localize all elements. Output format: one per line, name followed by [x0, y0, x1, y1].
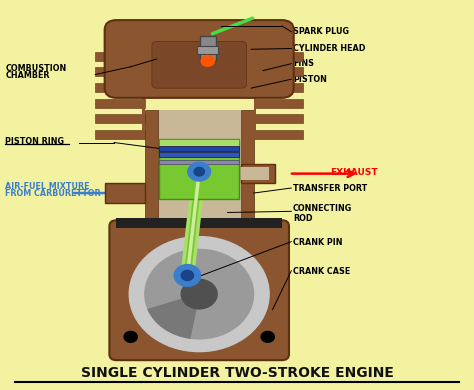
Bar [95, 129, 145, 139]
Bar [241, 110, 254, 218]
Bar [254, 45, 256, 139]
Bar [159, 160, 239, 163]
Text: CYLINDER HEAD: CYLINDER HEAD [293, 44, 365, 53]
Text: FROM CARBURETTOR: FROM CARBURETTOR [5, 188, 101, 198]
Circle shape [201, 55, 214, 66]
Text: TRANSFER PORT: TRANSFER PORT [293, 184, 367, 193]
Text: AIR-FUEL MIXTURE: AIR-FUEL MIXTURE [5, 182, 90, 191]
Bar [254, 99, 303, 108]
Circle shape [188, 162, 210, 181]
Text: PISTON: PISTON [293, 75, 327, 84]
Text: SPARK PLUG: SPARK PLUG [293, 27, 349, 36]
Bar [200, 35, 216, 61]
Bar [159, 145, 239, 151]
Bar [145, 110, 157, 218]
Wedge shape [148, 294, 199, 338]
Text: CRANK PIN: CRANK PIN [293, 238, 342, 247]
Bar [95, 67, 145, 76]
FancyBboxPatch shape [109, 220, 289, 360]
Bar [159, 139, 239, 199]
Text: PISTON RING: PISTON RING [5, 137, 64, 146]
Bar [254, 52, 303, 61]
Bar [95, 52, 145, 61]
Text: CONNECTING
ROD: CONNECTING ROD [293, 204, 352, 223]
Bar [95, 114, 145, 123]
Bar [241, 164, 275, 183]
Circle shape [145, 250, 254, 339]
Circle shape [181, 279, 217, 309]
Text: EXHAUST: EXHAUST [330, 168, 378, 177]
Bar [159, 139, 239, 148]
Bar [254, 129, 303, 139]
Bar [95, 99, 145, 108]
Text: CHAMBER: CHAMBER [5, 71, 50, 80]
Circle shape [194, 167, 204, 176]
Bar [117, 218, 282, 228]
Bar [143, 45, 145, 139]
Bar [159, 152, 239, 157]
Bar [254, 114, 303, 123]
Text: SINGLE CYLINDER TWO-STROKE ENGINE: SINGLE CYLINDER TWO-STROKE ENGINE [81, 366, 393, 380]
Bar [254, 83, 303, 92]
Bar [241, 167, 269, 180]
Circle shape [129, 237, 269, 352]
Bar [157, 110, 241, 218]
Bar [197, 46, 218, 54]
Text: CRANK CASE: CRANK CASE [293, 268, 350, 277]
Bar [254, 67, 303, 76]
Circle shape [181, 270, 193, 280]
Text: COMBUSTION: COMBUSTION [5, 64, 67, 73]
Circle shape [124, 332, 137, 342]
FancyBboxPatch shape [105, 20, 294, 98]
Circle shape [261, 332, 274, 342]
FancyBboxPatch shape [152, 41, 246, 88]
Circle shape [174, 264, 201, 286]
Bar [105, 183, 145, 203]
Text: FINS: FINS [293, 59, 314, 68]
Bar [95, 83, 145, 92]
